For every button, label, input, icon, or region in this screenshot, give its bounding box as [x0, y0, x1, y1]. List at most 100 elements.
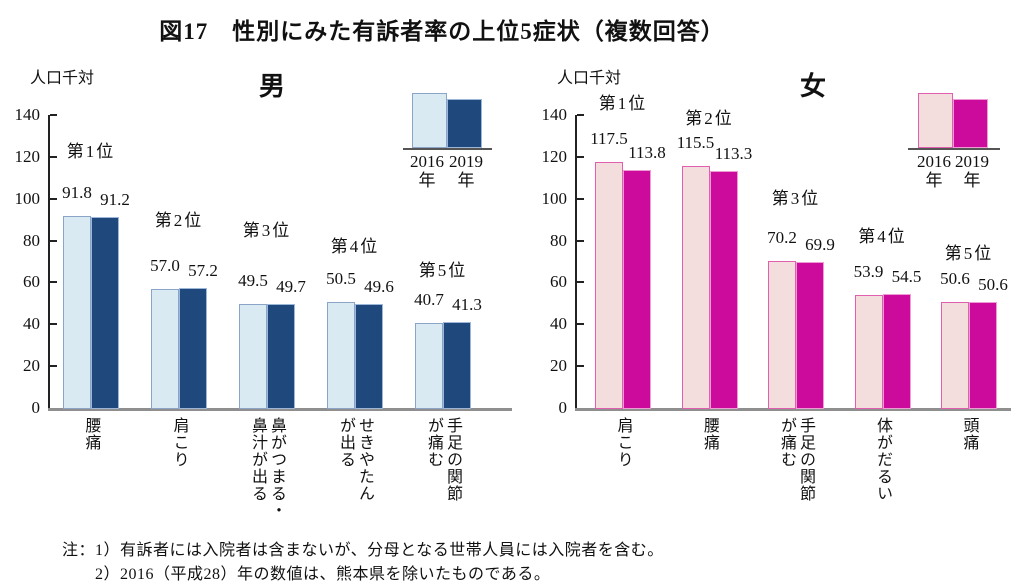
y-tick-label: 140 [541, 105, 568, 124]
bar-2019 [355, 304, 383, 409]
bar-value-label: 115.5 [676, 133, 715, 153]
bar-2019 [623, 169, 651, 409]
legend-swatch-2016 [412, 93, 447, 148]
x-category-label: 鼻がつまる・ 鼻汁が出る [249, 417, 285, 519]
chart-gender-title: 女 [799, 72, 827, 101]
figure-title: 図17 性別にみた有訴者率の上位5症状（複数回答） [159, 19, 725, 44]
y-axis-tick [50, 114, 57, 116]
bar-value-label: 50.6 [978, 275, 1008, 295]
bar-2019 [969, 302, 997, 409]
x-category-label: 腰痛 [701, 417, 718, 451]
bar-value-label: 40.7 [414, 289, 444, 309]
x-category-label: 肩こり [614, 417, 632, 468]
y-axis-tick [577, 281, 584, 284]
bar-value-label: 70.2 [767, 228, 797, 248]
y-tick-label: 140 [14, 105, 41, 124]
y-axis-tick [577, 239, 584, 242]
y-axis-unit-label: 人口千対 [30, 70, 95, 87]
bar-2016 [595, 162, 623, 409]
bar-2016 [415, 322, 443, 409]
y-axis-line [48, 115, 50, 410]
rank-label: 第4位 [330, 237, 380, 256]
bar-value-label: 50.6 [940, 269, 970, 289]
legend-label-2016: 2016 年 [917, 152, 951, 190]
y-axis-line [575, 115, 577, 410]
bar-value-label: 49.7 [276, 276, 306, 296]
bar-value-label: 57.0 [150, 255, 180, 275]
bar-value-label: 50.5 [326, 269, 356, 289]
x-category-label: 肩こり [170, 417, 188, 468]
y-axis-tick [50, 155, 57, 158]
rank-label: 第4位 [858, 227, 907, 246]
y-tick-label: 100 [541, 188, 568, 208]
bar-value-label: 69.9 [805, 234, 835, 254]
bar-2016 [681, 166, 710, 409]
note-line-1: 注：1）有訴者には入院者は含まないが、分母となる世帯人員には入院者を含む。 [62, 542, 664, 559]
bar-2019 [709, 170, 738, 409]
legend-label-2019: 2019 年 [955, 152, 989, 190]
rank-label: 第5位 [418, 261, 468, 280]
y-axis-tick [577, 197, 584, 200]
note-line-2: 2）2016（平成28）年の数値は、熊本県を除いたものである。 [95, 566, 551, 583]
legend-swatch-2016 [918, 93, 953, 148]
bar-2016 [768, 261, 796, 409]
y-tick-label: 0 [558, 398, 568, 417]
legend-baseline [908, 148, 1000, 150]
y-tick-label: 80 [23, 230, 40, 250]
y-axis-tick [50, 239, 57, 242]
rank-label: 第3位 [771, 189, 821, 208]
y-tick-label: 100 [14, 188, 41, 208]
bar-2019 [179, 288, 207, 409]
x-category-label: 手足の関節 が痛む [425, 417, 461, 502]
bar-2016 [941, 302, 969, 409]
bar-value-label: 53.9 [853, 262, 884, 282]
legend-label-2016: 2016 年 [410, 152, 444, 190]
bar-2016 [239, 304, 267, 409]
bar-value-label: 113.3 [714, 143, 753, 163]
bar-value-label: 49.6 [364, 277, 394, 297]
x-category-label: 手足の関節 が痛む [778, 417, 814, 502]
x-category-label: 頭痛 [960, 417, 978, 451]
bar-2019 [91, 217, 119, 409]
bar-2019 [796, 261, 824, 409]
y-tick-label: 120 [14, 146, 41, 166]
rank-label: 第1位 [598, 94, 648, 113]
y-tick-label: 20 [550, 356, 567, 376]
y-tick-label: 20 [23, 356, 40, 376]
legend-swatch-2019 [447, 99, 482, 148]
legend-label-2019: 2019 年 [449, 152, 483, 190]
bar-2019 [882, 293, 911, 409]
bar-value-label: 57.2 [188, 261, 218, 281]
bar-value-label: 54.5 [891, 266, 922, 286]
y-tick-label: 80 [550, 230, 567, 250]
y-axis-tick [50, 365, 57, 368]
bar-value-label: 113.8 [628, 142, 666, 162]
y-axis-tick [577, 365, 584, 368]
bar-value-label: 41.3 [452, 294, 482, 314]
legend-swatch-2019 [953, 99, 988, 148]
x-category-label: せきやたん が出る [337, 417, 373, 502]
rank-label: 第1位 [66, 142, 116, 161]
bar-value-label: 91.2 [100, 190, 130, 210]
legend-baseline [403, 148, 492, 150]
rank-label: 第2位 [154, 211, 204, 230]
bar-value-label: 49.5 [238, 271, 268, 291]
y-tick-label: 120 [541, 146, 568, 166]
x-category-label: 体がだるい [874, 417, 891, 502]
y-axis-tick [577, 155, 584, 158]
bar-value-label: 91.8 [62, 182, 92, 202]
bar-2016 [854, 295, 883, 409]
y-axis-tick [50, 323, 57, 326]
y-axis-tick [50, 281, 57, 284]
y-axis-unit-label: 人口千対 [557, 70, 622, 87]
rank-label: 第2位 [685, 109, 734, 128]
y-tick-label: 40 [23, 314, 40, 334]
y-tick-label: 60 [550, 272, 567, 292]
y-tick-label: 40 [550, 314, 567, 334]
y-tick-label: 0 [31, 398, 41, 417]
rank-label: 第3位 [242, 221, 292, 240]
bar-2016 [327, 302, 355, 409]
